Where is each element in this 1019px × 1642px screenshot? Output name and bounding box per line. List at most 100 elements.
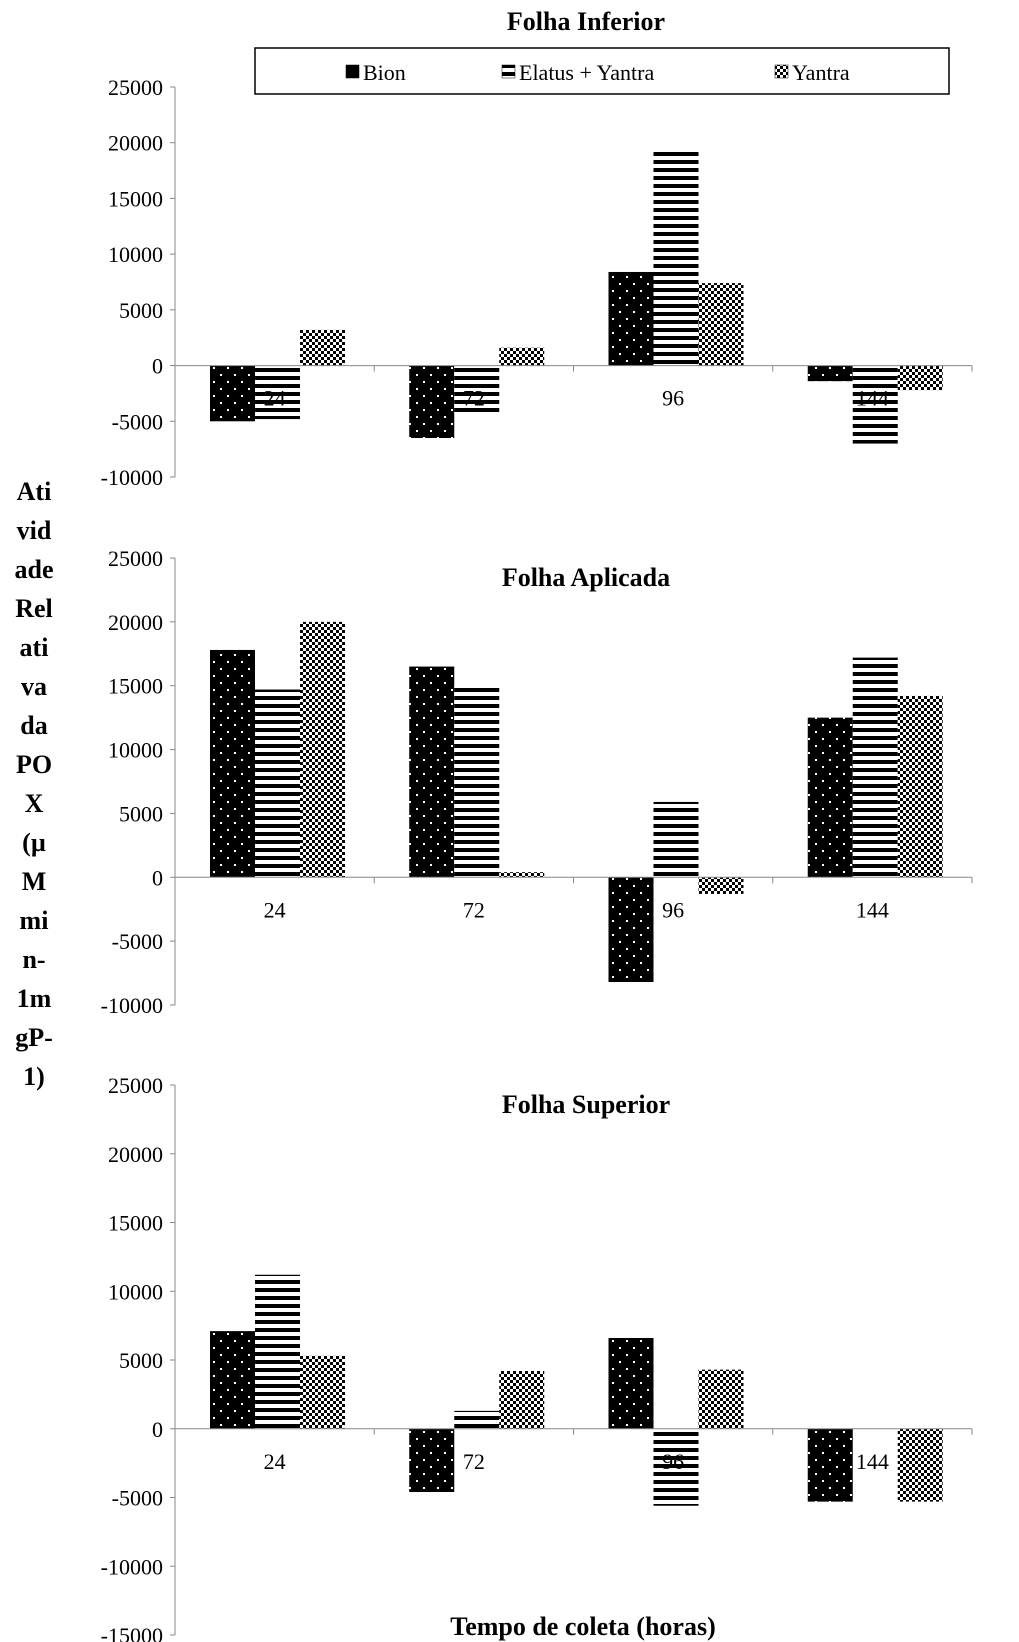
bar-elatus-yantra-96 <box>653 1428 699 1506</box>
y-tick-label: 15000 <box>108 186 163 211</box>
bar-bion-24 <box>210 365 255 422</box>
bar-bion-72 <box>409 666 455 878</box>
bar-bion-72 <box>409 365 455 438</box>
y-tick-label: 5000 <box>119 801 163 826</box>
panel-title: Folha Inferior <box>507 7 665 36</box>
bar-bion-96 <box>608 1338 654 1429</box>
bar-bion-72 <box>409 1428 455 1492</box>
bar-yantra-96 <box>698 1369 744 1429</box>
y-tick-label: 15000 <box>108 1211 163 1236</box>
x-tick-label: 96 <box>662 1449 684 1474</box>
y-axis-label-line: (µ <box>22 828 46 857</box>
y-tick-label: 10000 <box>108 1279 163 1304</box>
bar-yantra-24 <box>300 329 345 366</box>
legend-label-3: Yantra <box>792 60 850 85</box>
panel-title: Folha Aplicada <box>502 563 670 592</box>
x-tick-label: 96 <box>662 386 684 411</box>
y-tick-label: 20000 <box>108 610 163 635</box>
bar-bion-144 <box>807 365 853 382</box>
y-tick-label: 0 <box>152 865 163 890</box>
legend-swatch-3 <box>774 64 789 79</box>
y-tick-label: 15000 <box>108 674 163 699</box>
x-tick-label: 72 <box>463 897 485 922</box>
y-axis-label-line: vid <box>17 516 52 545</box>
y-tick-label: 20000 <box>108 1142 163 1167</box>
legend: Bion Elatus + Yantra Yantra <box>254 47 950 95</box>
bar-elatus-yantra-144 <box>852 657 898 878</box>
legend-swatch-1 <box>345 64 360 79</box>
y-axis-label-line: n- <box>22 945 45 974</box>
y-tick-label: 10000 <box>108 738 163 763</box>
y-tick-label: 25000 <box>108 546 163 571</box>
x-axis-label: Tempo de coleta (horas) <box>450 1612 716 1641</box>
legend-label-1: Bion <box>363 60 406 85</box>
legend-box <box>254 47 950 95</box>
bar-elatus-yantra-72 <box>454 685 500 878</box>
bar-elatus-yantra-144 <box>852 365 898 444</box>
bar-yantra-72 <box>499 347 545 366</box>
x-tick-label: 24 <box>264 897 286 922</box>
bar-elatus-yantra-96 <box>653 801 699 878</box>
bar-yantra-72 <box>499 1371 545 1429</box>
bar-elatus-yantra-72 <box>454 1410 500 1429</box>
y-tick-label: 0 <box>152 354 163 379</box>
legend-label-2: Elatus + Yantra <box>519 60 654 85</box>
bar-yantra-72 <box>499 872 545 878</box>
y-tick-label: -10000 <box>101 465 163 490</box>
bar-bion-96 <box>608 877 654 983</box>
bar-yantra-144 <box>897 1428 943 1502</box>
bar-bion-144 <box>807 1428 853 1502</box>
y-axis-label-line: Ati <box>17 477 52 506</box>
y-axis-label-line: X <box>25 789 44 818</box>
y-tick-label: 5000 <box>119 1348 163 1373</box>
bar-bion-24 <box>210 649 255 878</box>
x-tick-label: 72 <box>463 1449 485 1474</box>
bar-elatus-yantra-24 <box>255 1274 300 1429</box>
y-tick-label: -5000 <box>112 409 163 434</box>
bar-yantra-144 <box>897 695 943 878</box>
y-tick-label: -15000 <box>101 1623 163 1642</box>
chart-panel-1: Folha Inferior 25000 20000 15000 10000 5000 0 -… <box>101 7 973 490</box>
y-tick-label: -10000 <box>101 1554 163 1579</box>
bar-yantra-24 <box>300 621 345 878</box>
bar-elatus-yantra-72 <box>454 365 500 414</box>
y-axis-label-line: Rel <box>15 594 53 623</box>
y-tick-label: 25000 <box>108 1073 163 1098</box>
y-tick-label: -5000 <box>112 929 163 954</box>
y-tick-label: 0 <box>152 1417 163 1442</box>
y-tick-label: 20000 <box>108 131 163 156</box>
y-tick-label: -5000 <box>112 1486 163 1511</box>
legend-swatch-2 <box>501 64 516 79</box>
bar-elatus-yantra-24 <box>255 365 300 420</box>
y-tick-label: 5000 <box>119 298 163 323</box>
y-axis-label-line: 1m <box>17 984 52 1013</box>
chart-panels: Folha Inferior 25000 20000 15000 10000 5000 0 -… <box>101 7 973 1642</box>
x-tick-label: 96 <box>662 897 684 922</box>
bar-bion-144 <box>807 717 853 878</box>
bar-yantra-96 <box>698 283 744 366</box>
y-axis-label-line: M <box>22 867 47 896</box>
y-tick-label: 10000 <box>108 242 163 267</box>
x-tick-label: 24 <box>264 1449 286 1474</box>
x-tick-label: 144 <box>856 897 889 922</box>
y-tick-label: 25000 <box>108 75 163 100</box>
y-axis-label-line: da <box>20 711 47 740</box>
y-tick-label: -10000 <box>101 993 163 1018</box>
y-axis-label-line: PO <box>16 750 52 779</box>
bar-bion-24 <box>210 1331 255 1429</box>
x-tick-label: 144 <box>856 386 889 411</box>
y-axis-label-line: ati <box>20 633 49 662</box>
chart-panel-3: Folha Superior 25000 20000 15000 10000 5000 0 -… <box>101 1073 973 1642</box>
y-axis-label-line: gP- <box>15 1023 53 1052</box>
bar-elatus-yantra-96 <box>653 151 699 366</box>
y-axis-label-line: va <box>21 672 47 701</box>
x-tick-label: 144 <box>856 1449 889 1474</box>
y-axis-label-line: 1) <box>23 1062 45 1091</box>
bar-yantra-144 <box>897 365 943 391</box>
bar-elatus-yantra-24 <box>255 689 300 878</box>
chart-panel-2: Folha Aplicada 25000 20000 15000 10000 5000 0 -… <box>101 546 973 1018</box>
x-tick-label: 24 <box>264 386 286 411</box>
